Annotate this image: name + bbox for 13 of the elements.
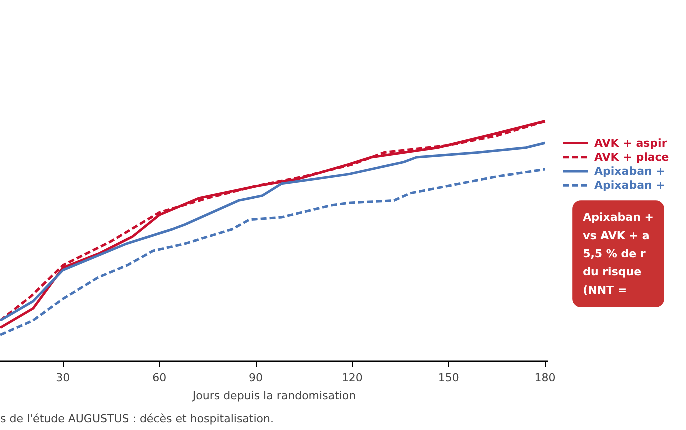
text: s de l'étude AUGUSTUS : décès et hospitalisation. — [0, 412, 274, 426]
x-tick-label: 60 — [152, 372, 167, 384]
x-tick-label: 180 — [534, 372, 556, 384]
text: Apixaban + vs AVK + a 5,5 % de r du risque (NNT = — [583, 211, 654, 297]
legend-label: Apixaban + — [594, 179, 666, 192]
x-tick-label: 30 — [56, 372, 70, 384]
x-axis-title: Jours depuis la randomisation — [192, 390, 356, 402]
x-tick-label: 150 — [438, 372, 460, 384]
x-tick-label: 120 — [342, 372, 363, 384]
x-tick-label: 90 — [249, 372, 264, 384]
legend-label: AVK + aspir — [594, 136, 668, 150]
legend-label: AVK + place — [594, 150, 670, 164]
legend-label: Apixaban + — [594, 165, 666, 178]
